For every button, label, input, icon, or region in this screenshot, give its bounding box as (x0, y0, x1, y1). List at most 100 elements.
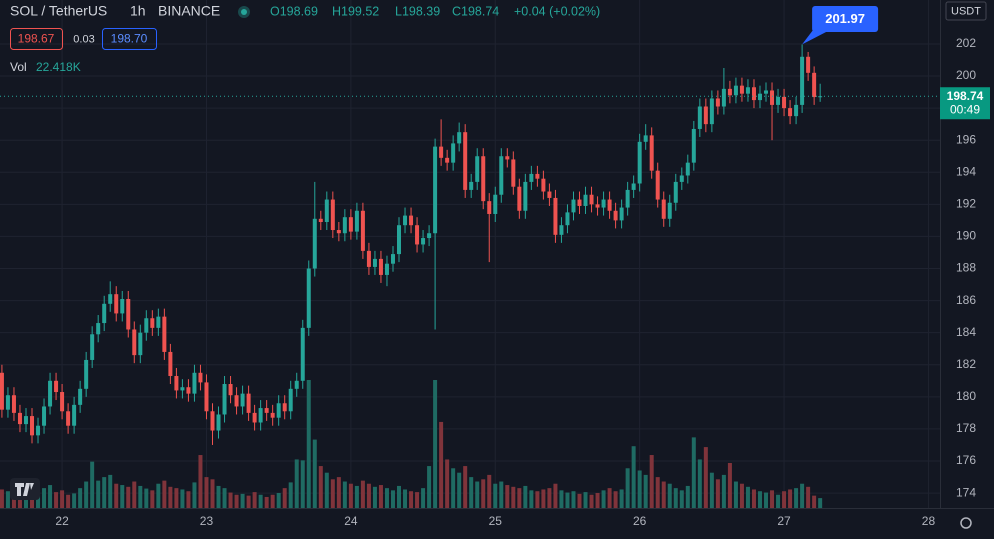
candle-body (727, 88, 732, 96)
volume-bar (0, 489, 4, 508)
volume-bar (595, 492, 600, 508)
candle-body (108, 294, 113, 304)
buy-box[interactable] (102, 28, 157, 50)
candle-body (120, 298, 125, 314)
volume-bar (354, 485, 359, 508)
volume-bar (78, 488, 83, 508)
volume-bar (812, 495, 817, 508)
candle-body (517, 186, 522, 211)
volume-bar (174, 488, 179, 508)
volume-bar (571, 491, 576, 508)
candle-body (715, 98, 720, 107)
volume-bar (697, 459, 702, 508)
last-price-tag (940, 87, 990, 120)
candle-body (162, 316, 167, 352)
volume-bar (709, 472, 714, 508)
candle-body (409, 215, 414, 226)
candle-body (553, 197, 558, 235)
volume-bar (553, 483, 558, 508)
volume-bar (529, 490, 534, 508)
sell-box[interactable] (10, 28, 63, 50)
gear[interactable] (960, 517, 972, 529)
candle-body (66, 411, 71, 426)
settings-icon[interactable] (960, 517, 972, 529)
candle-body (481, 156, 486, 202)
candle-body (800, 56, 805, 105)
volume-bar (84, 481, 89, 508)
candle-body (216, 414, 221, 431)
currency-box[interactable] (945, 1, 987, 21)
volume-bar (390, 490, 395, 508)
candle-body (788, 108, 793, 117)
volume-bar (96, 480, 101, 508)
candle-body (661, 199, 666, 219)
candle-body (794, 104, 799, 117)
candle-body (457, 132, 462, 144)
volume-bar (42, 488, 47, 508)
volume-bar (764, 492, 769, 508)
x-tick-label: 28 (922, 514, 936, 528)
volume-bar (800, 483, 805, 508)
y-tick-label: 194 (956, 164, 976, 178)
candle-body (583, 194, 588, 206)
candle-body (757, 93, 762, 101)
y-axis-label[interactable]: USDT (951, 5, 981, 17)
y-tick-label: 182 (956, 357, 976, 371)
volume-bar (691, 437, 696, 508)
candle-body (577, 199, 582, 206)
volume-bar (306, 380, 311, 508)
candle-body (384, 263, 389, 275)
volume-bar (733, 481, 738, 508)
x-tick-label: 27 (777, 514, 791, 528)
candle-body (5, 395, 10, 410)
volume-bar (204, 477, 209, 508)
volume-bar (679, 490, 684, 508)
candle-body (84, 359, 89, 389)
ask[interactable]: 198.70 (111, 32, 148, 46)
candle-body (132, 329, 137, 356)
candle-body (697, 106, 702, 129)
candle-body (679, 175, 684, 182)
candle-body (174, 375, 179, 391)
bid[interactable]: 198.67 (18, 32, 55, 46)
candle-body (643, 135, 648, 142)
candle-body (23, 416, 28, 425)
volume-bar (517, 488, 522, 508)
volume-bar (625, 468, 630, 508)
interval[interactable]: 1h (130, 3, 146, 19)
candle-body (535, 173, 540, 179)
candle-body (595, 204, 600, 208)
candle-body (192, 372, 197, 394)
candle-body (493, 194, 498, 214)
volume-bar (60, 490, 65, 508)
volume-bar (613, 491, 618, 508)
candle-body (306, 268, 311, 328)
candle-body (234, 395, 239, 407)
volume-bar (138, 485, 143, 508)
candle-body (114, 294, 119, 314)
candle-body (17, 412, 22, 425)
candle-body (288, 388, 293, 412)
volume-bar (751, 489, 756, 508)
candle-body (649, 135, 654, 171)
candle-body (294, 380, 299, 389)
volume-bar (463, 466, 468, 508)
symbol[interactable]: SOL / TetherUS (10, 3, 107, 19)
y-tick-label: 176 (956, 453, 976, 467)
candle-body (812, 72, 817, 98)
candle-body (511, 159, 516, 187)
volume-bar (757, 491, 762, 508)
volume-bar (186, 491, 191, 508)
volume-bar (433, 380, 438, 508)
candle-body (745, 87, 750, 94)
volume-bar (583, 492, 588, 508)
volume-bar (451, 468, 456, 508)
candle-body (186, 387, 191, 394)
candle-body (366, 250, 371, 267)
high-label: 201.97 (825, 11, 865, 26)
volume-bar (794, 488, 799, 508)
exchange[interactable]: BINANCE (158, 3, 220, 19)
candle-body (36, 425, 41, 436)
